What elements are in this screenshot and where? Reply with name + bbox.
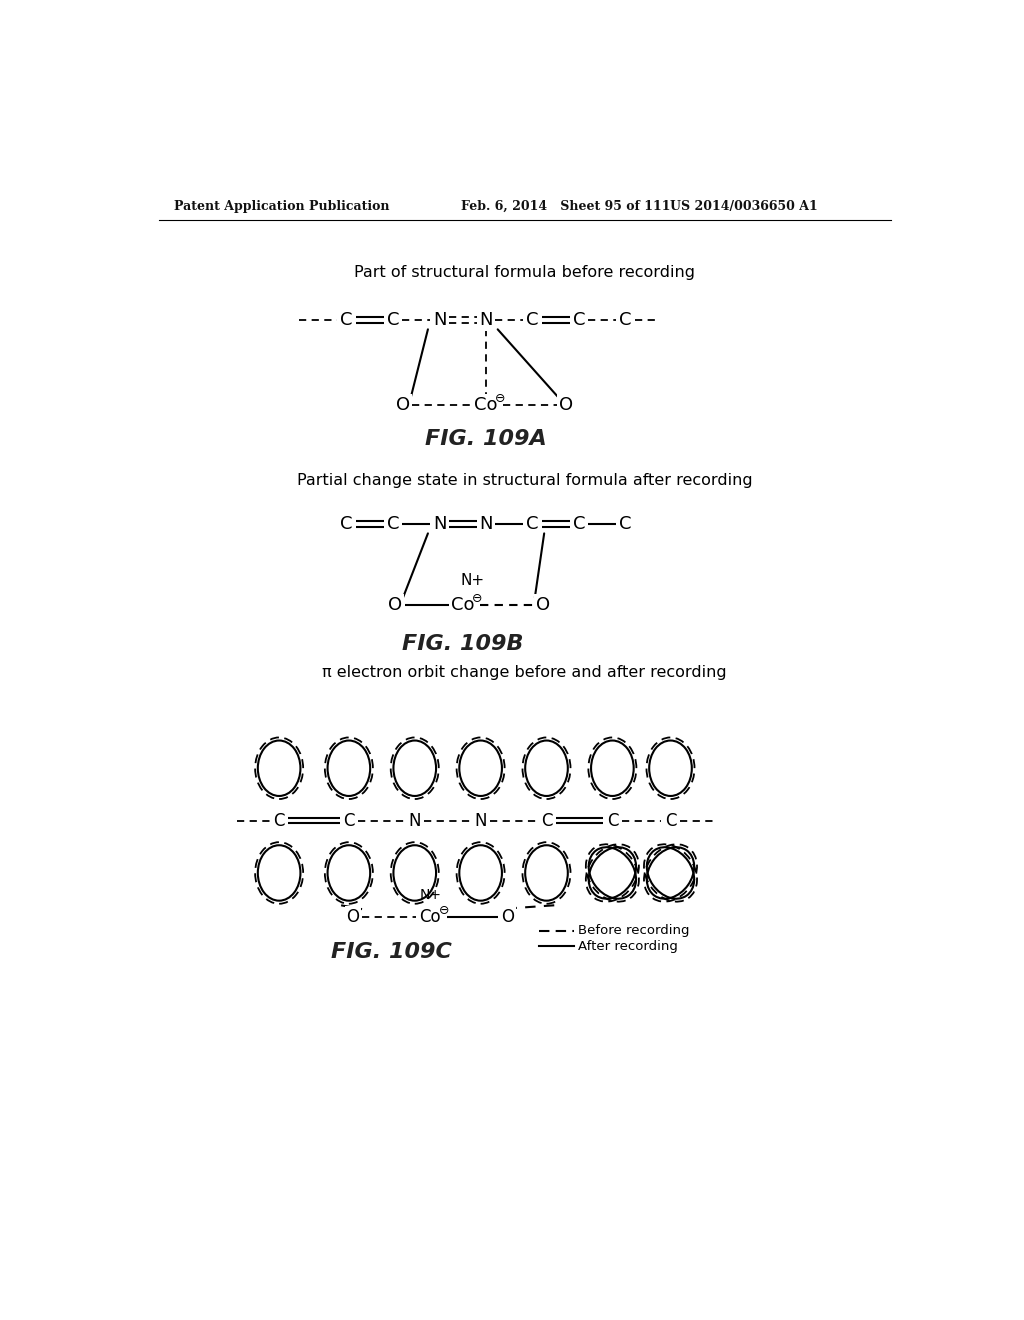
Text: N: N xyxy=(474,812,486,829)
Text: Part of structural formula before recording: Part of structural formula before record… xyxy=(354,265,695,280)
Text: C: C xyxy=(665,812,676,829)
Text: C: C xyxy=(387,312,399,329)
Text: C: C xyxy=(343,812,354,829)
Text: N: N xyxy=(479,312,493,329)
Text: C: C xyxy=(526,515,539,533)
Text: Feb. 6, 2014   Sheet 95 of 111: Feb. 6, 2014 Sheet 95 of 111 xyxy=(461,199,671,213)
Text: ⊖: ⊖ xyxy=(495,392,505,405)
Text: O: O xyxy=(396,396,411,413)
Text: C: C xyxy=(572,312,586,329)
Text: N: N xyxy=(433,312,446,329)
Text: O: O xyxy=(536,597,550,614)
Text: C: C xyxy=(620,312,632,329)
Text: US 2014/0036650 A1: US 2014/0036650 A1 xyxy=(671,199,818,213)
Text: C: C xyxy=(273,812,285,829)
Text: N+: N+ xyxy=(419,888,441,903)
Text: Patent Application Publication: Patent Application Publication xyxy=(174,199,390,213)
Text: After recording: After recording xyxy=(578,940,677,953)
Text: Partial change state in structural formula after recording: Partial change state in structural formu… xyxy=(297,473,753,488)
Text: O: O xyxy=(559,396,573,413)
Text: O: O xyxy=(388,597,402,614)
Text: C: C xyxy=(526,312,539,329)
Text: FIG. 109B: FIG. 109B xyxy=(402,634,523,653)
Text: N: N xyxy=(479,515,493,533)
Text: π electron orbit change before and after recording: π electron orbit change before and after… xyxy=(323,665,727,680)
Text: C: C xyxy=(340,312,353,329)
Text: Co: Co xyxy=(451,597,474,614)
Text: C: C xyxy=(387,515,399,533)
Text: ⊖: ⊖ xyxy=(471,593,482,606)
Text: O: O xyxy=(502,908,514,925)
Text: Co: Co xyxy=(420,908,441,925)
Text: Before recording: Before recording xyxy=(578,924,689,937)
Text: C: C xyxy=(620,515,632,533)
Text: ⊖: ⊖ xyxy=(439,904,450,917)
Text: N+: N+ xyxy=(460,573,484,587)
Text: FIG. 109A: FIG. 109A xyxy=(425,429,547,449)
Text: C: C xyxy=(606,812,618,829)
Text: N: N xyxy=(409,812,421,829)
Text: C: C xyxy=(340,515,353,533)
Text: O: O xyxy=(346,908,359,925)
Text: Co: Co xyxy=(474,396,498,413)
Text: C: C xyxy=(572,515,586,533)
Text: N: N xyxy=(433,515,446,533)
Text: C: C xyxy=(541,812,552,829)
Text: FIG. 109C: FIG. 109C xyxy=(331,941,452,961)
